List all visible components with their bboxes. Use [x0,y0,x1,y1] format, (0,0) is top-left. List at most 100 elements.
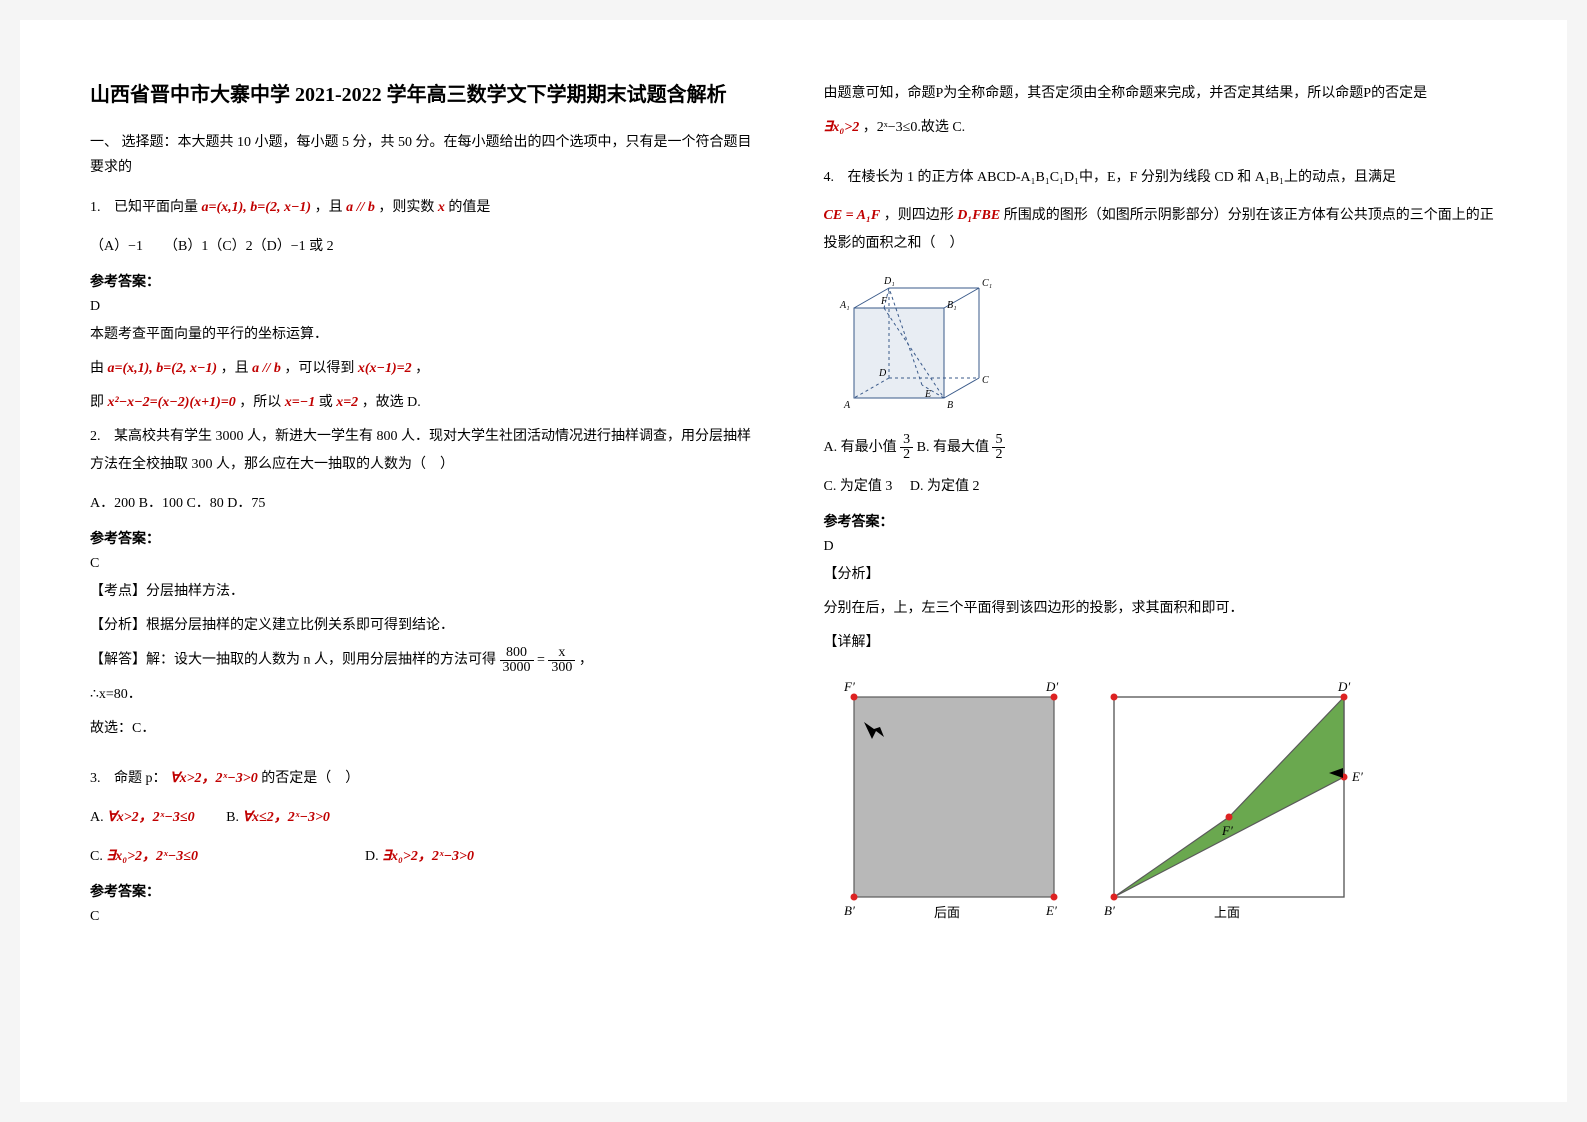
q1-expl3-red2: x=−1 [285,395,315,410]
q3-col2-expl1: 由题意可知，命题P为全称命题，其否定须由全称命题来完成，并否定其结果，所以命题P… [824,80,1498,108]
q4-optA-n: 3 [900,433,913,448]
svg-text:F′: F′ [1221,823,1233,838]
q4-line2: CE = A₁F ，则四边形 D₁FBE 所围成的图形（如图所示阴影部分）分别在… [824,202,1498,258]
q4-optB-d: 2 [992,448,1005,462]
q2-text: 某高校共有学生 3000 人，新进大一学生有 800 人．现对大学生社团活动情况… [90,429,751,472]
q2-frac1-n: 800 [500,646,534,661]
q3-optA-red: ∀x>2，2ˣ−3≤0 [107,810,194,825]
q3-optB-red: ∀x≤2，2ˣ−3>0 [242,810,329,825]
right-column: 由题意可知，命题P为全称命题，其否定须由全称命题来完成，并否定其结果，所以命题P… [824,80,1498,1042]
q2-expl-2: 【分析】根据分层抽样的定义建立比例关系即可得到结论． [90,612,764,640]
q1-expl3-or: 或 [319,395,333,410]
q4-text1: 在棱长为 1 的正方体 ABCD-A₁B₁C₁D₁中，E，F 分别为线段 CD … [848,170,1396,185]
q4-optA-d: 2 [900,448,913,462]
q2-num: 2. [90,429,101,444]
q4-answer: D [824,539,1498,555]
q2-options: A．200 B．100 C．80 D．75 [90,489,764,520]
q3-red1: ∀x>2，2ˣ−3>0 [170,771,258,786]
q1-expl3-mid: ，所以 [239,395,281,410]
q2-frac1-d: 3000 [500,661,534,675]
q4-optB-frac: 5 2 [992,433,1005,462]
doc-title: 山西省晋中市大寨中学 2021-2022 学年高三数学文下学期期末试题含解析 [90,80,764,110]
q2-expl-4: ∴x=80． [90,681,764,709]
q1-num: 1. [90,200,101,215]
q3-optD-pre: D. [365,849,382,864]
svg-text:D′: D′ [1045,679,1058,694]
q4-options-row2: C. 为定值 3 D. 为定值 2 [824,472,1498,503]
q3-col2-expl2: ∃x₀>2 ，2ˣ−3≤0.故选 C. [824,114,1498,142]
q3-options-row2: C. ∃x₀>2，2ˣ−3≤0 D. ∃x₀>2，2ˣ−3>0 [90,842,764,873]
q3-post: 的否定是（ ） [261,771,359,786]
page: 山西省晋中市大寨中学 2021-2022 学年高三数学文下学期期末试题含解析 一… [20,20,1567,1102]
projection-svg: F′ D′ B′ E′ 后面 D′ B′ F′ E′ 上面 [824,667,1384,927]
q1-options: （A）−1 （B）1（C）2（D）−1 或 2 [90,232,764,263]
q1-mid: ，且 [315,200,343,215]
svg-text:E′: E′ [1351,769,1363,784]
q3-num: 3. [90,771,101,786]
q3-answer-label: 参考答案： [90,881,764,901]
q4-optA-frac: 3 2 [900,433,913,462]
question-3: 3. 命题 p： ∀x>2，2ˣ−3>0 的否定是（ ） [90,765,764,793]
svg-text:A: A [843,400,851,411]
svg-text:B′: B′ [844,903,855,918]
svg-text:B₁: B₁ [947,300,957,311]
svg-text:E: E [924,389,931,400]
q1-expl3-red1: x²−x−2=(x−2)(x+1)=0 [108,395,236,410]
q1-expl-2: 由 a=(x,1), b=(2, x−1) ，且 a // b ，可以得到 x(… [90,355,764,383]
q1-expl-1: 本题考查平面向量的平行的坐标运算． [90,321,764,349]
svg-text:D₁: D₁ [883,276,895,287]
left-column: 山西省晋中市大寨中学 2021-2022 学年高三数学文下学期期末试题含解析 一… [90,80,764,1042]
q4-optB-n: 5 [992,433,1005,448]
q1-expl2-pre: 由 [90,361,104,376]
section-1-heading: 一、 选择题：本大题共 10 小题，每小题 5 分，共 50 分。在每小题给出的… [90,130,764,180]
q2-expl3-pre: 【解答】解：设大一抽取的人数为 n 人，则用分层抽样的方法可得 [90,653,496,668]
q1-expl2-post: ，可以得到 [284,361,354,376]
q3-optD-red: ∃x₀>2，2ˣ−3>0 [382,849,474,864]
q2-expl-1: 【考点】分层抽样方法． [90,578,764,606]
q2-expl3-post: ， [579,653,593,668]
svg-text:上面: 上面 [1214,905,1240,920]
q3-col2-red: ∃x₀>2 [824,120,860,135]
q2-answer: C [90,556,764,572]
q1-answer-label: 参考答案： [90,271,764,291]
q1-expl2-red2: a // b [252,361,281,376]
svg-text:D′: D′ [1337,679,1350,694]
q2-frac-eq: = [537,653,545,668]
q4-detail-label: 【详解】 [824,629,1498,657]
q4-analysis-label: 【分析】 [824,561,1498,589]
q1-post: ，则实数 [378,200,434,215]
q1-vectors: a=(x,1), b=(2, x−1) [202,200,312,215]
q3-answer: C [90,909,764,925]
svg-text:B: B [947,400,953,411]
q4-optA-pre: A. 有最小值 [824,440,897,455]
q3-pre: 命题 p： [114,771,167,786]
q4-analysis: 分别在后，上，左三个平面得到该四边形的投影，求其面积和即可． [824,595,1498,623]
q2-answer-label: 参考答案： [90,528,764,548]
q3-optB-pre: B. [198,810,242,825]
svg-text:C₁: C₁ [982,278,992,289]
q4-optB-pre: B. 有最大值 [917,440,989,455]
svg-text:F: F [880,296,888,307]
q4-options-row1: A. 有最小值 3 2 B. 有最大值 5 2 [824,433,1498,464]
projection-figure: F′ D′ B′ E′ 后面 D′ B′ F′ E′ 上面 [824,667,1498,932]
q2-frac2: x 300 [548,646,575,675]
q3-options-row1: A. ∀x>2，2ˣ−3≤0 B. ∀x≤2，2ˣ−3>0 [90,803,764,834]
svg-text:A₁: A₁ [839,300,850,311]
q1-answer: D [90,299,764,315]
q1-tail: 的值是 [448,200,490,215]
q3-optA-pre: A. [90,810,107,825]
q1-parallel: a // b [346,200,375,215]
q1-expl2-red3: x(x−1)=2 [358,361,412,376]
q1-expl3-post: ，故选 D. [362,395,421,410]
cube-figure: ABCDA₁B₁C₁D₁EF [824,268,1498,423]
svg-text:F′: F′ [843,679,855,694]
svg-text:E′: E′ [1045,903,1057,918]
q1-expl2-comma: ， [415,361,429,376]
question-4: 4. 在棱长为 1 的正方体 ABCD-A₁B₁C₁D₁中，E，F 分别为线段 … [824,164,1498,192]
q4-red2: D₁FBE [957,208,1000,223]
svg-text:后面: 后面 [934,905,960,920]
svg-text:B′: B′ [1104,903,1115,918]
q1-expl3-pre: 即 [90,395,104,410]
q4-text2: ，则四边形 [884,208,954,223]
q2-frac2-d: 300 [548,661,575,675]
